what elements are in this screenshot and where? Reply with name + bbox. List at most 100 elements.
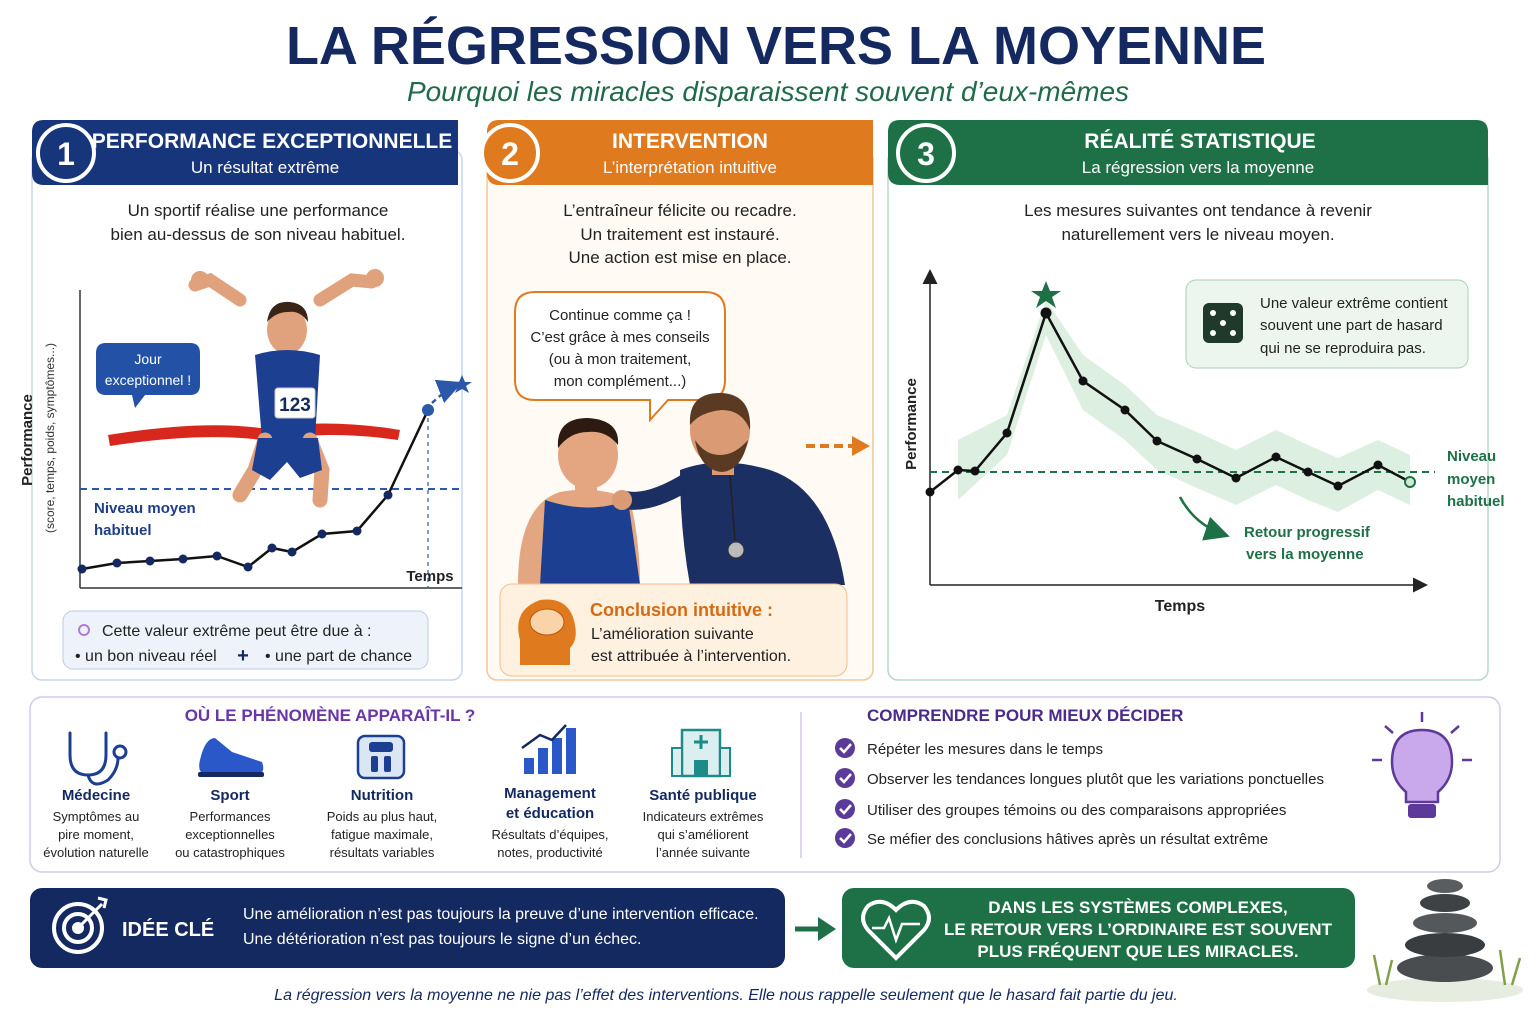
target-icon: [52, 896, 108, 954]
info-text: Une valeur extrême contient: [1260, 295, 1448, 312]
step-text: Les mesures suivantes ont tendance à rev…: [1024, 201, 1372, 220]
speech-bubble: [514, 291, 726, 423]
conclusion-banner: [842, 888, 1355, 968]
domain-text: pire moment,: [58, 827, 134, 842]
bulb-icon: [1372, 712, 1472, 818]
bib-number: 123: [279, 395, 311, 416]
conclusion-box: [499, 583, 848, 677]
mean-label: Niveau moyen: [94, 500, 196, 517]
check-marks: [839, 743, 852, 844]
step-number: 1: [57, 136, 75, 172]
domain-name: et éducation: [506, 805, 594, 822]
info-text: qui ne se reproduira pas.: [1260, 340, 1426, 357]
return-label: vers la moyenne: [1246, 546, 1364, 563]
note-box: [62, 610, 429, 670]
domain-text: ou catastrophiques: [175, 845, 285, 860]
note-plus: +: [237, 645, 249, 667]
series-points: [77, 404, 434, 574]
advice-item: Observer les tendances longues plutôt qu…: [867, 771, 1324, 788]
y-axis-label: Performance: [903, 378, 920, 470]
step-subtitle: La régression vers la moyenne: [1082, 158, 1314, 177]
icon-stethoscope: [68, 731, 128, 786]
key-idea-text: Une détérioration n’est pas toujours le …: [243, 931, 641, 948]
note-item: • un bon niveau réel: [75, 648, 217, 665]
stones-illustration: [1367, 879, 1523, 1002]
flow-arrow-head: [818, 917, 836, 941]
domain-text: résultats variables: [330, 845, 435, 860]
domain-text: Poids au plus haut,: [327, 809, 438, 824]
step-text: naturellement vers le niveau moyen.: [1061, 225, 1334, 244]
step-text: Un traitement est instauré.: [580, 225, 779, 244]
bubble-text: Continue comme ça !: [549, 307, 691, 324]
advice-item: Utiliser des groupes témoins ou des comp…: [867, 802, 1286, 819]
return-label: Retour progressif: [1244, 524, 1371, 541]
step-title: PERFORMANCE EXCEPTIONNELLE: [92, 130, 453, 153]
flow-arrow-head: [852, 436, 870, 456]
domain-text: Symptômes au: [53, 809, 140, 824]
mean-label: moyen: [1447, 471, 1495, 488]
domain-name: Santé publique: [649, 787, 757, 804]
note-title: Cette valeur extrême peut être due à :: [102, 623, 371, 640]
bubble-text: exceptionnel !: [105, 372, 191, 388]
conclusion-line: PLUS FRÉQUENT QUE LES MIRACLES.: [977, 942, 1298, 961]
step-title: RÉALITÉ STATISTIQUE: [1084, 130, 1315, 153]
panel-header: [487, 120, 873, 185]
sprinter-illustration: 123: [108, 269, 400, 508]
domain-text: l’année suivante: [656, 845, 750, 860]
domain-text: Performances: [190, 809, 271, 824]
panel-header: [32, 120, 458, 185]
domain-text: exceptionnelles: [185, 827, 275, 842]
info-text: souvent une part de hasard: [1260, 317, 1443, 334]
check-icons: [835, 738, 855, 848]
step-text: Une action est mise en place.: [568, 248, 791, 267]
step-number: 3: [917, 136, 935, 172]
brain-icon: [518, 599, 576, 665]
conclusion-title: Conclusion intuitive :: [590, 600, 773, 620]
step-number: 2: [501, 136, 519, 172]
icon-scale: [356, 734, 406, 780]
bubble-text: C’est grâce à mes conseils: [530, 329, 709, 346]
domain-text: évolution naturelle: [43, 845, 149, 860]
panel-header: [888, 120, 1488, 185]
step-text: L’entraîneur félicite ou recadre.: [563, 201, 796, 220]
domain-text: qui s’améliorent: [657, 827, 748, 842]
step-circle: [36, 123, 96, 183]
speech-bubble: [96, 343, 200, 408]
domain-name: Sport: [210, 787, 249, 804]
key-idea-label: IDÉE CLÉ: [122, 918, 214, 941]
conclusion-text: L’amélioration suivante: [591, 626, 754, 643]
info-box: [1185, 279, 1469, 369]
series-line: [81, 409, 430, 571]
icon-hospital: [671, 728, 731, 778]
step-circle: [480, 123, 540, 183]
icon-bars: [521, 724, 576, 774]
conclusion-line: DANS LES SYSTÈMES COMPLEXES,: [988, 898, 1287, 917]
star: [1031, 281, 1061, 308]
key-idea-text: Une amélioration n’est pas toujours la p…: [243, 906, 759, 923]
dice-icon: [1203, 303, 1243, 343]
step-title: INTERVENTION: [612, 130, 768, 153]
domain-text: fatigue maximale,: [331, 827, 433, 842]
step-subtitle: Un résultat extrême: [191, 158, 339, 177]
domain-text: Indicateurs extrêmes: [643, 809, 764, 824]
bubble-text: mon complément...): [554, 373, 687, 390]
domain-text: notes, productivité: [497, 845, 603, 860]
conclusion-text: est attribuée à l’intervention.: [591, 648, 791, 665]
step-text: bien au-dessus de son niveau habituel.: [111, 225, 406, 244]
y-axis-label: Performance: [19, 394, 36, 486]
star: [452, 375, 472, 393]
footer: La régression vers la moyenne ne nie pas…: [274, 987, 1178, 1004]
step-circle: [896, 123, 956, 183]
advice-item: Se méfier des conclusions hâtives après …: [867, 831, 1268, 848]
domain-name: Management: [504, 785, 596, 802]
step-subtitle: L’interprétation intuitive: [603, 158, 777, 177]
bubble-text: (ou à mon traitement,: [549, 351, 692, 368]
series-points: [925, 307, 1416, 497]
coach-athlete-illustration: [518, 392, 845, 585]
conclusion-line: LE RETOUR VERS L’ORDINAIRE EST SOUVENT: [944, 920, 1333, 939]
heart-icon: [861, 899, 931, 961]
note-item: • une part de chance: [265, 648, 412, 665]
return-arrow: [1178, 496, 1230, 541]
domain-text: Résultats d’équipes,: [491, 827, 608, 842]
